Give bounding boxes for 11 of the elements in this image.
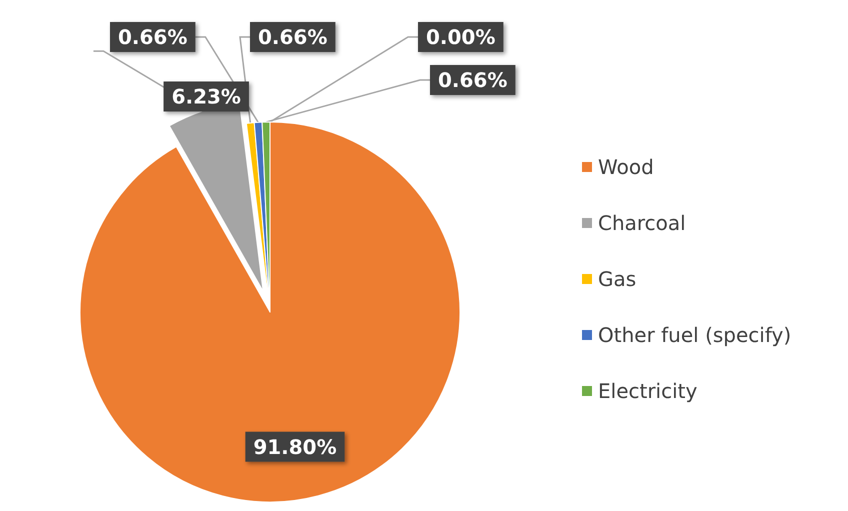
data-label: 0.66% xyxy=(258,25,328,49)
legend-label: Wood xyxy=(598,155,654,179)
legend-label: Gas xyxy=(598,267,636,291)
data-label: 0.66% xyxy=(118,25,188,49)
legend-label: Other fuel (specify) xyxy=(598,323,792,347)
legend-label: Charcoal xyxy=(598,211,686,235)
legend-label: Electricity xyxy=(598,379,698,403)
data-label: 6.23% xyxy=(172,84,241,109)
data-label: 91.80% xyxy=(253,434,337,459)
data-label: 0.66% xyxy=(438,68,508,92)
text: 0.00% xyxy=(426,25,496,49)
